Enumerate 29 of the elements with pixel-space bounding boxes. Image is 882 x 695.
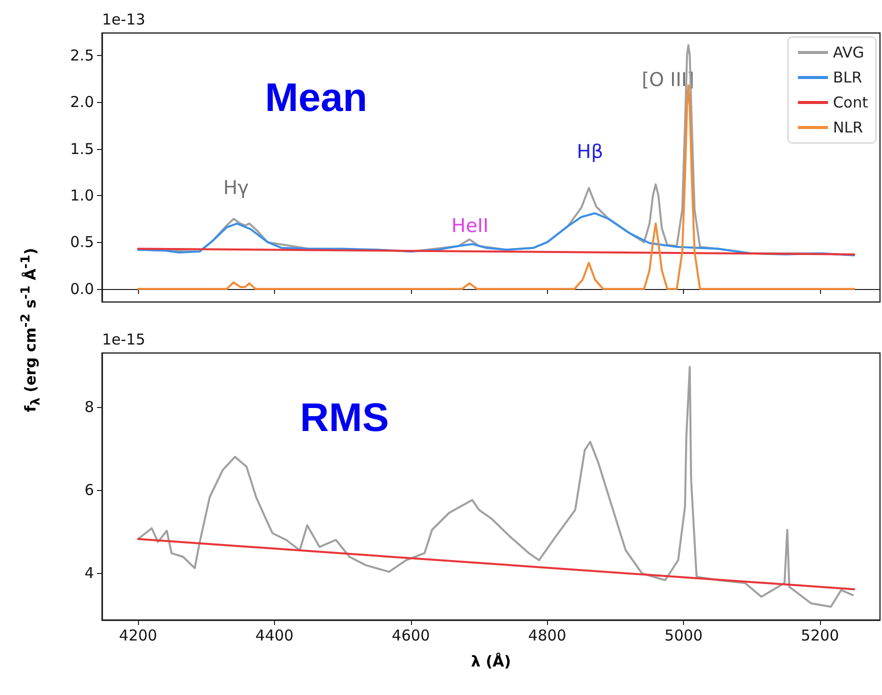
x-tick-label: 4800 — [528, 626, 566, 644]
y-tick-label: 1.0 — [70, 186, 94, 205]
y-tick-label: 2.5 — [70, 46, 94, 64]
annotation: Hγ — [223, 177, 249, 199]
legend-label: BLR — [832, 68, 862, 86]
x-tick-label: 4200 — [119, 626, 158, 644]
x-tick-label: 4600 — [392, 626, 430, 644]
legend-label: Cont — [832, 94, 868, 112]
line-series — [137, 212, 856, 256]
legend-label: NLR — [832, 118, 863, 136]
text: 1e-13 — [102, 10, 146, 28]
line-series — [137, 366, 854, 608]
annotation: Hβ — [576, 141, 604, 163]
y-tick-label: 4 — [84, 564, 94, 582]
y-tick-label: 0.5 — [70, 233, 94, 252]
x-tick-label: 4400 — [255, 626, 294, 644]
y-tick-label: 6 — [84, 481, 94, 500]
annotation: HeII — [451, 215, 489, 237]
annotation: Mean — [265, 76, 368, 120]
x-tick-label: 5000 — [664, 626, 703, 644]
annotation: RMS — [300, 396, 389, 440]
y-tick-label: 2.0 — [70, 93, 94, 112]
legend-label: AVG — [832, 44, 864, 62]
y-tick-label: 8 — [84, 398, 94, 416]
y-tick-label: 1.5 — [70, 140, 94, 158]
x-axis-title: λ (Å) — [470, 652, 512, 670]
x-tick-label: 5200 — [800, 626, 840, 644]
text: 1e-15 — [102, 330, 146, 348]
y-tick-label: 0.0 — [70, 280, 94, 298]
